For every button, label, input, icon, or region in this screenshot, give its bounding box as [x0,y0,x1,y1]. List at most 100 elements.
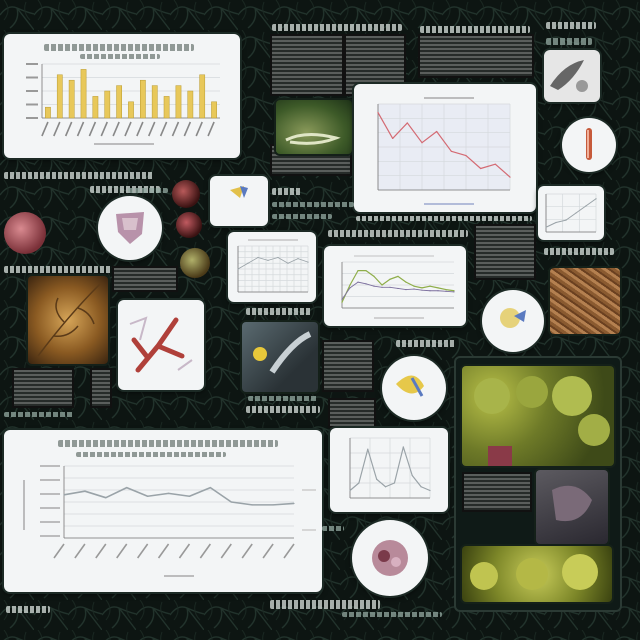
data-point [297,258,299,260]
data-point [188,495,191,497]
data-point [413,288,415,290]
data-point [494,163,496,165]
data-point [167,492,170,494]
data-point [405,281,407,283]
caption-blur [272,188,302,195]
bar [128,101,134,119]
x-tick-label-blur [207,121,215,137]
heading-blur [272,24,402,31]
data-point [247,262,249,264]
cell-sphere-olive [180,248,210,278]
x-tick-label-blur [283,543,295,559]
cell-cluster-icon [474,376,610,466]
leaf-cell-circle[interactable] [382,356,446,420]
wide-line-chart-card[interactable] [4,430,322,592]
wide-chart-heading-blur [58,440,278,447]
x-tick-label-blur [41,121,49,137]
heading-blur [546,22,596,29]
cell-icon [253,331,312,374]
text-block [476,226,534,278]
data-point [453,291,455,293]
bar [104,90,111,119]
trend-chart-card[interactable] [538,186,604,240]
data-point [389,278,391,280]
data-point [209,487,211,489]
data-point [429,290,431,292]
data-point [251,504,253,506]
bar [56,74,63,119]
caption-blur [128,188,168,193]
tissue-icon [552,485,592,522]
data-point [237,268,239,270]
data-point [147,495,149,497]
series-line [545,198,597,228]
series-line [63,486,295,506]
bar [45,106,51,119]
data-point [429,285,431,287]
caption-blur [90,186,160,193]
data-point [406,122,408,124]
vessel-slide-icon [129,316,193,373]
heading-blur [4,172,154,179]
pie-icon [230,186,248,198]
wide-chart-subheading-blur [76,452,226,457]
text-block [420,36,532,76]
data-point [420,486,422,488]
x-tick-label-blur [74,543,86,559]
data-point [429,489,431,492]
x-tick-label-blur [53,121,61,137]
data-point [389,286,391,288]
tissue-section-circle[interactable] [352,520,428,596]
mini-chart-card[interactable] [210,176,268,226]
series-line [349,446,431,492]
data-point [413,285,415,287]
bar [163,96,170,119]
data-point [357,270,359,272]
bar [175,85,182,119]
cell-sphere-red [4,212,46,254]
data-point [384,486,387,488]
dark-tissue-photo [536,470,608,544]
x-tick-label-blur [112,121,120,137]
data-point [402,446,404,448]
flower-cell-circle[interactable] [482,290,544,352]
x-tick-label-blur [136,121,144,137]
flower-cell-icon [500,308,526,328]
data-point [392,137,394,139]
caption-blur [546,38,592,45]
data-point [365,283,367,285]
spike-line-chart-card[interactable] [330,428,448,512]
plant-stem-photo [276,100,352,154]
data-point [453,290,455,292]
x-tick-label-blur [100,121,109,137]
tissue-slide-circle[interactable] [562,118,616,172]
grid-chart-card[interactable] [228,232,316,302]
bar-chart-card[interactable] [4,34,240,158]
data-point [421,287,423,289]
data-point [84,490,86,492]
footer-caption-blur [270,600,380,609]
specimen-thumbnail[interactable] [544,50,600,102]
data-point [381,286,383,288]
vessel-slide-card[interactable] [118,300,204,390]
data-point [341,301,343,303]
data-point [421,289,423,291]
data-point [397,287,399,290]
trend-line-chart [545,193,597,233]
text-block [330,400,374,426]
data-point [565,219,567,221]
tissue-slide-icon [586,128,592,160]
text-block [464,474,530,510]
tissue-slide-circle[interactable] [98,196,162,260]
green-cell-cluster-photo [462,366,614,466]
oscillation-line-chart-card[interactable] [324,246,466,326]
caption-blur [544,248,614,255]
data-point [373,285,375,287]
decline-line-chart-card[interactable] [354,84,536,212]
data-point [437,290,439,292]
x-tick-label-blur [76,121,85,137]
series-line [237,257,309,270]
x-tick-label-blur [136,543,149,559]
x-tick-label-blur [178,543,191,559]
text-block [324,342,372,390]
